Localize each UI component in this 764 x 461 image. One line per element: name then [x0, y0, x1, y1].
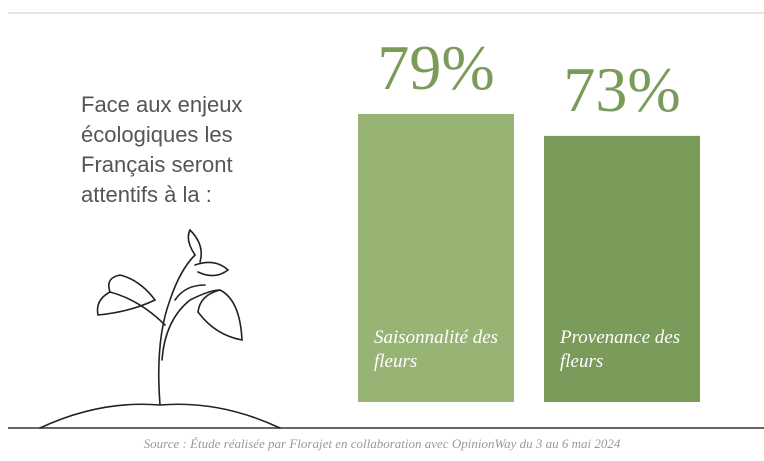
value-label: 73%	[542, 58, 702, 122]
category-label: Saisonnalité des fleurs	[374, 326, 504, 374]
category-label: Provenance des fleurs	[560, 326, 690, 374]
value-label: 79%	[356, 36, 516, 100]
plant-illustration	[40, 230, 280, 428]
source-note: Source : Étude réalisée par Florajet en …	[0, 436, 764, 452]
infographic: Face aux enjeux écologiques les Français…	[0, 0, 764, 461]
title: Face aux enjeux écologiques les Français…	[81, 90, 271, 210]
